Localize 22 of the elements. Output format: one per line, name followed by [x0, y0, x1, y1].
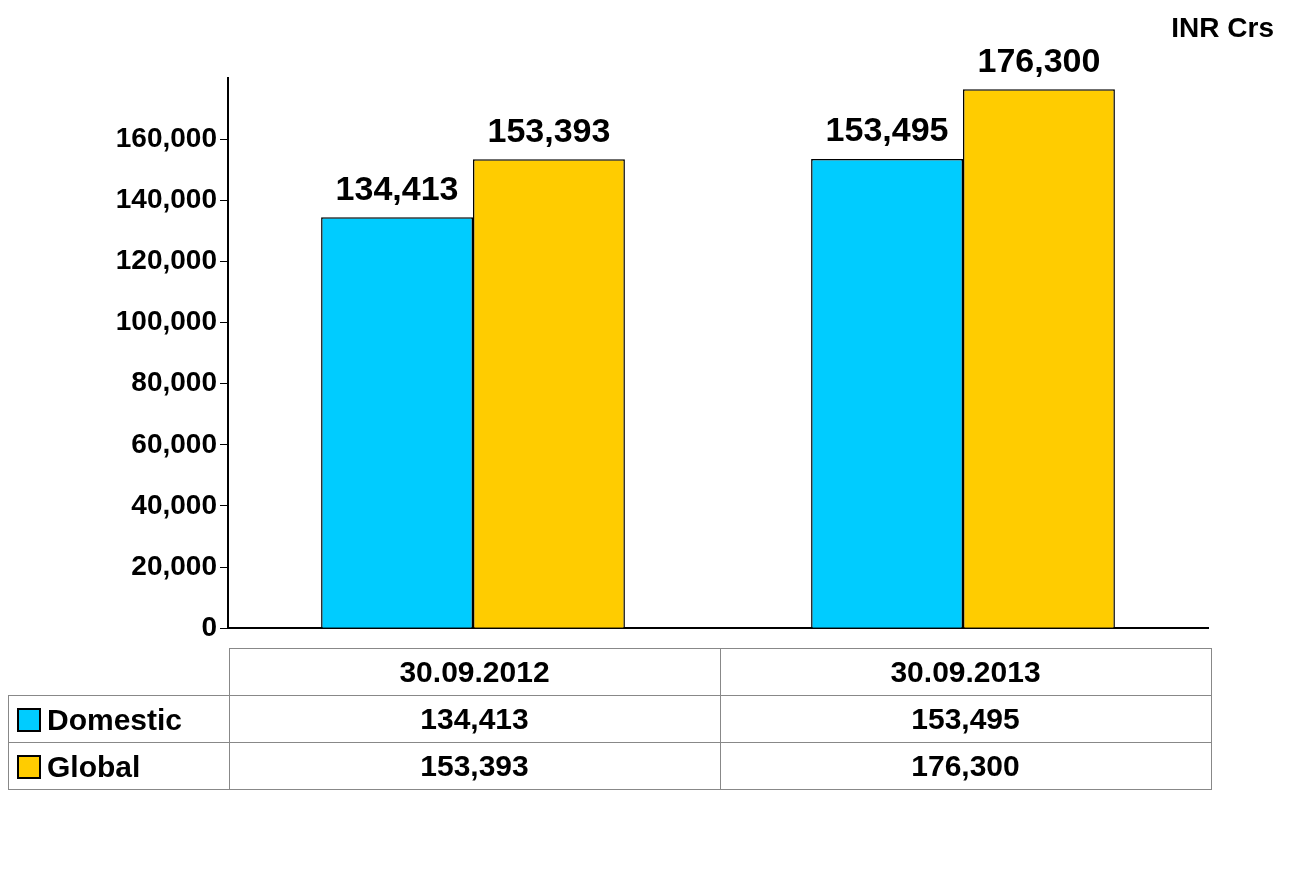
- y-tick-label: 160,000: [115, 121, 217, 153]
- y-tick-label: 140,000: [115, 182, 217, 214]
- y-tick-label: 100,000: [115, 305, 217, 337]
- data-label: 134,413: [229, 695, 720, 743]
- y-tick-label: 80,000: [131, 366, 217, 398]
- y-tick-label: 0: [201, 610, 217, 642]
- y-tick-label: 120,000: [115, 244, 217, 276]
- y-tick-label: 60,000: [131, 427, 217, 459]
- text: 153,495: [825, 110, 949, 149]
- x-tick-label: 30.09.2013: [720, 648, 1211, 696]
- legend-label: Global: [47, 750, 141, 784]
- data-label: 176,300: [720, 742, 1211, 790]
- legend-label: Domestic: [47, 703, 183, 737]
- y-tick-label: 40,000: [131, 488, 217, 520]
- x-tick-label: 30.09.2012: [229, 648, 720, 696]
- text: INR Crs: [1171, 12, 1274, 44]
- text: 153,393: [487, 110, 611, 149]
- y-tick-label: 20,000: [131, 549, 217, 581]
- text: 134,413: [335, 168, 459, 207]
- data-label: 153,393: [229, 742, 720, 790]
- data-label: 153,495: [720, 695, 1211, 743]
- text: 176,300: [977, 40, 1101, 79]
